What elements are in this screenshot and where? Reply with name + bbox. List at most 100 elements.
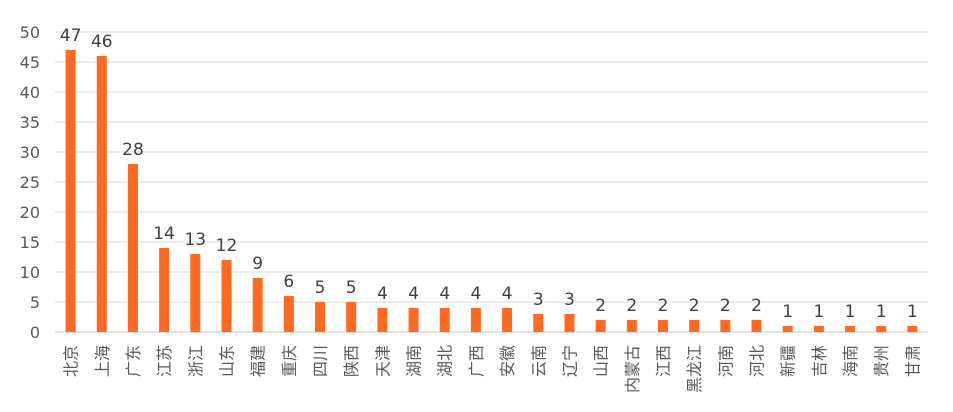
x-tick-label: 吉林 xyxy=(810,345,829,377)
x-tick-label: 湖北 xyxy=(436,345,455,377)
data-label: 47 xyxy=(60,26,82,46)
x-tick-label: 辽宁 xyxy=(560,345,579,377)
y-tick-label: 10 xyxy=(20,263,40,282)
y-axis: 0 5 10 15 20 25 30 35 40 45 50 xyxy=(20,23,40,342)
bar xyxy=(439,308,450,332)
bar xyxy=(595,320,606,332)
x-tick-label: 重庆 xyxy=(280,345,299,377)
data-label: 2 xyxy=(626,296,637,316)
y-tick-label: 30 xyxy=(20,143,40,162)
data-label: 3 xyxy=(564,290,575,310)
y-tick-label: 0 xyxy=(30,323,40,342)
bar xyxy=(65,50,76,332)
bar xyxy=(502,308,513,332)
data-label: 6 xyxy=(283,272,294,292)
bar xyxy=(533,314,544,332)
x-tick-label: 安徽 xyxy=(498,345,517,377)
data-label: 4 xyxy=(470,284,481,304)
x-tick-label: 河北 xyxy=(748,345,767,377)
x-tick-label: 山东 xyxy=(217,345,236,377)
x-tick-label: 河南 xyxy=(716,345,735,377)
x-tick-label: 陕西 xyxy=(342,345,361,377)
y-tick-label: 5 xyxy=(30,293,40,312)
data-label: 1 xyxy=(907,302,918,322)
x-tick-label: 海南 xyxy=(841,345,860,377)
bar xyxy=(377,308,388,332)
x-tick-label: 广东 xyxy=(124,345,143,377)
x-tick-label: 四川 xyxy=(311,345,330,377)
bar xyxy=(720,320,731,332)
x-tick-label: 北京 xyxy=(62,345,81,377)
bar xyxy=(408,308,419,332)
data-label: 4 xyxy=(502,284,513,304)
bar xyxy=(315,302,326,332)
data-label: 3 xyxy=(533,290,544,310)
bar xyxy=(221,260,232,332)
x-axis: 北京 上海 广东 江苏 浙江 山东 福建 重庆 四川 陕西 天津 湖南 湖北 广西 安徽 云南 辽宁 山西 内蒙古江… xyxy=(62,345,923,393)
bar xyxy=(96,56,107,332)
bar xyxy=(689,320,700,332)
data-label: 14 xyxy=(153,224,175,244)
bar xyxy=(252,278,263,332)
x-tick-label: 广西 xyxy=(467,345,486,377)
x-tick-label: 湖南 xyxy=(405,345,424,377)
bar xyxy=(564,314,575,332)
bar xyxy=(346,302,357,332)
x-tick-label: 浙江 xyxy=(186,345,205,377)
x-tick-label: 上海 xyxy=(93,345,112,377)
data-label: 1 xyxy=(813,302,824,322)
data-label: 4 xyxy=(408,284,419,304)
data-label: 2 xyxy=(658,296,669,316)
data-label: 12 xyxy=(216,236,238,256)
data-label: 4 xyxy=(377,284,388,304)
bar xyxy=(283,296,294,332)
gridlines xyxy=(55,31,928,333)
y-tick-label: 25 xyxy=(20,173,40,192)
data-label: 13 xyxy=(184,230,206,250)
x-tick-label: 天津 xyxy=(373,345,392,377)
bar xyxy=(751,320,762,332)
y-tick-label: 35 xyxy=(20,113,40,132)
x-tick-label: 内蒙古 xyxy=(623,345,642,393)
data-label: 2 xyxy=(751,296,762,316)
data-label: 1 xyxy=(845,302,856,322)
x-tick-label: 江苏 xyxy=(155,345,174,377)
bar xyxy=(470,308,481,332)
bar xyxy=(159,248,170,332)
data-label: 46 xyxy=(91,32,113,52)
data-label: 2 xyxy=(720,296,731,316)
data-label: 2 xyxy=(689,296,700,316)
bar xyxy=(657,320,668,332)
x-tick-label: 甘肃 xyxy=(903,345,922,377)
data-label: 1 xyxy=(876,302,887,322)
x-tick-label: 江西 xyxy=(654,345,673,377)
bar xyxy=(127,164,138,332)
data-label: 5 xyxy=(346,278,357,298)
data-label: 1 xyxy=(782,302,793,322)
bar xyxy=(782,326,793,332)
y-tick-label: 20 xyxy=(20,203,40,222)
data-label: 5 xyxy=(315,278,326,298)
data-label: 4 xyxy=(439,284,450,304)
bar xyxy=(190,254,201,332)
bar xyxy=(907,326,918,332)
bar xyxy=(626,320,637,332)
x-tick-label: 云南 xyxy=(529,345,548,377)
x-tick-label: 山西 xyxy=(592,345,611,377)
data-label: 2 xyxy=(595,296,606,316)
bar xyxy=(813,326,824,332)
y-tick-label: 15 xyxy=(20,233,40,252)
bar xyxy=(876,326,887,332)
bar xyxy=(845,326,856,332)
data-label: 28 xyxy=(122,140,144,160)
y-tick-label: 50 xyxy=(20,23,40,42)
data-label: 9 xyxy=(252,254,263,274)
y-tick-label: 45 xyxy=(20,53,40,72)
x-tick-label: 福建 xyxy=(249,345,268,377)
x-tick-label: 黑龙江 xyxy=(685,345,704,393)
x-tick-label: 贵州 xyxy=(872,345,891,377)
y-tick-label: 40 xyxy=(20,83,40,102)
x-tick-label: 新疆 xyxy=(779,345,798,377)
